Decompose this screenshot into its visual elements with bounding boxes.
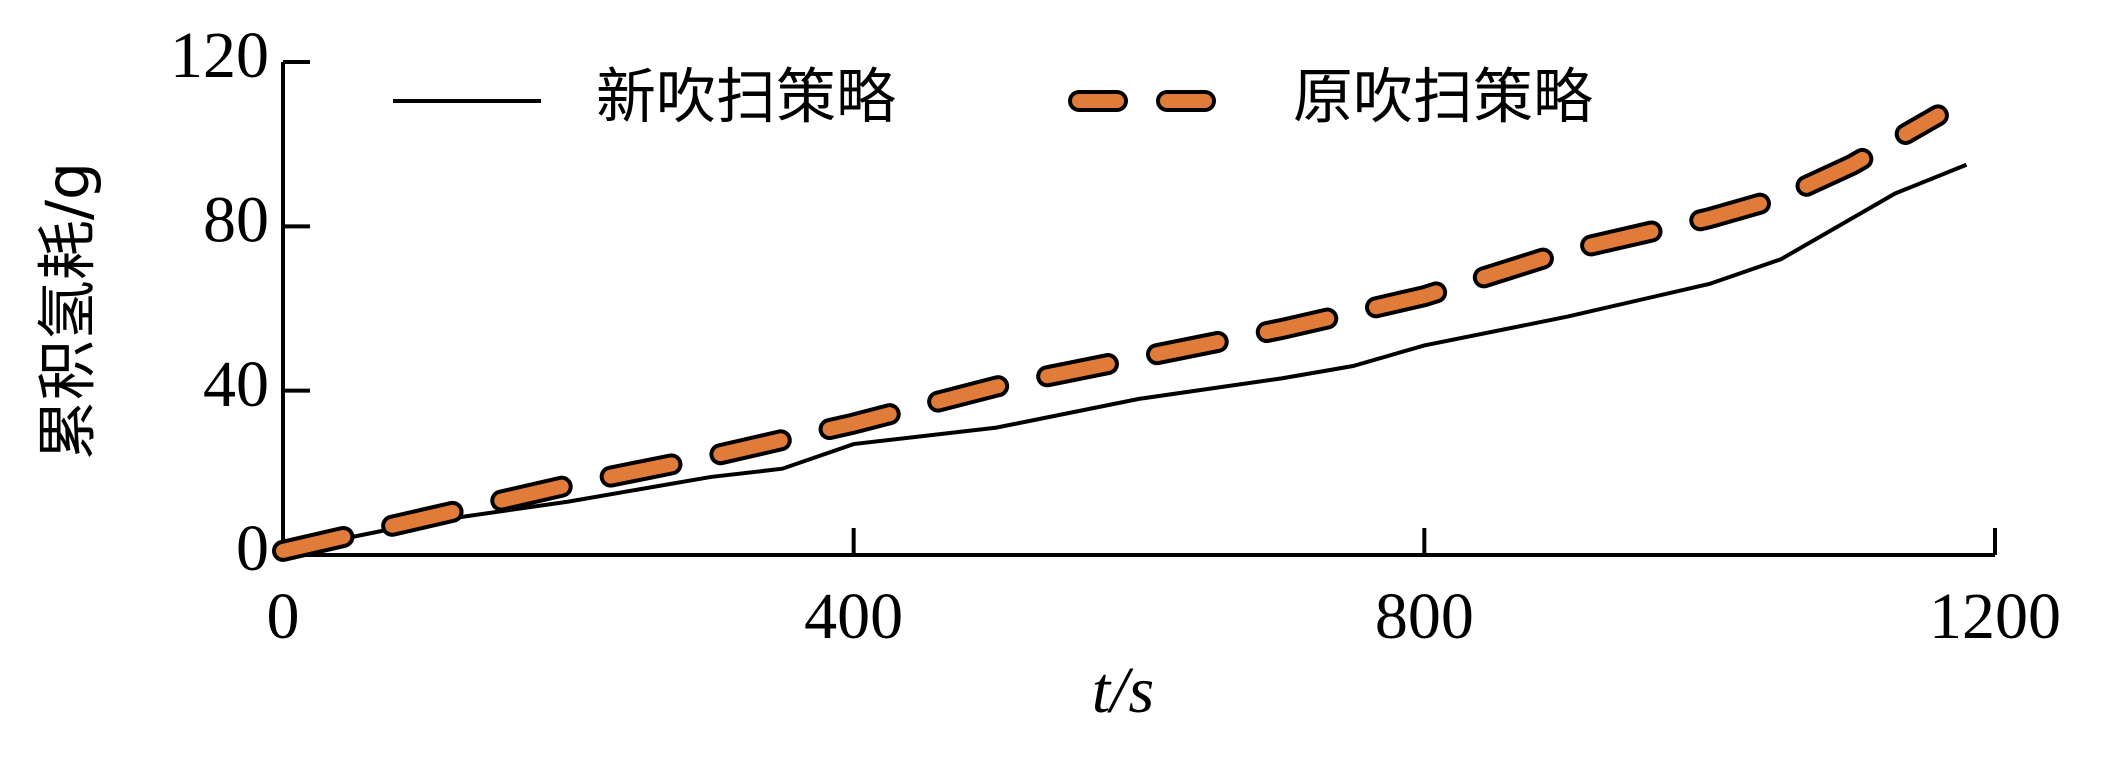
y-tick-label: 40 <box>203 348 269 421</box>
y-tick-label: 120 <box>170 19 269 92</box>
x-tick-label: 1200 <box>1929 580 2061 653</box>
y-axis-label: 累积氢耗/g <box>34 162 104 460</box>
legend-label: 原吹扫策略 <box>1293 63 1593 133</box>
legend-label: 新吹扫策略 <box>596 63 896 133</box>
y-tick-label: 80 <box>203 183 269 256</box>
line <box>276 108 1945 558</box>
y-tick-label: 0 <box>236 512 269 585</box>
x-tick-label: 400 <box>804 580 903 653</box>
x-axis-label: t/s <box>1092 654 1154 727</box>
x-tick-label: 800 <box>1375 580 1474 653</box>
line <box>282 162 1968 553</box>
x-tick-label: 0 <box>267 580 300 653</box>
line-outline <box>272 104 1949 562</box>
